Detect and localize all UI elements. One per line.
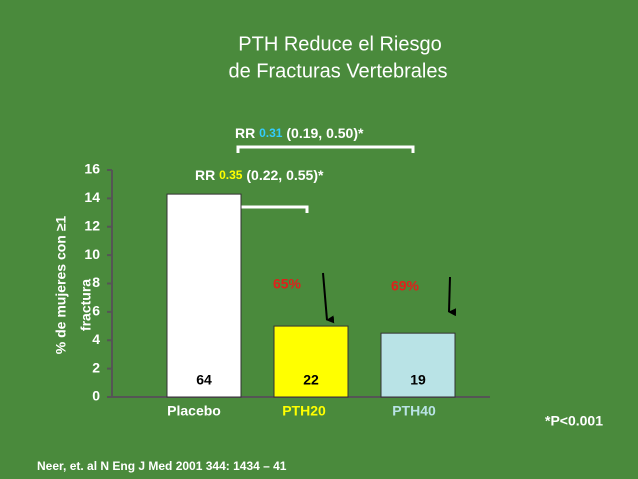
chart-title: de Fracturas Vertebrales xyxy=(229,60,448,82)
source: Neer, et. al N Eng J Med 2001 344: 1434 … xyxy=(37,459,287,473)
y-axis-label-line: % de mujeres con ≥1 xyxy=(53,216,69,355)
arrow xyxy=(448,276,457,317)
comparison: RR 0.31 (0.19, 0.50)* xyxy=(235,125,364,141)
y-tick-label: 16 xyxy=(84,161,100,177)
x-tick-label: PTH20 xyxy=(282,403,326,419)
y-axis-label-line: fractura xyxy=(78,279,94,331)
y-tick-label: 4 xyxy=(92,331,100,347)
count-label: 22 xyxy=(303,372,319,388)
y-tick-label: 8 xyxy=(92,274,100,290)
footnote: *P<0.001 xyxy=(545,413,603,429)
comparison: RR 0.35 (0.22, 0.55)* xyxy=(195,167,324,183)
y-tick-label: 6 xyxy=(92,303,100,319)
arrow xyxy=(322,272,335,324)
y-tick-label: 2 xyxy=(92,359,100,375)
bar xyxy=(380,332,456,398)
y-tick-label: 14 xyxy=(84,189,100,205)
y-axis-label: % de mujeres con ≥1 fractura xyxy=(53,216,94,355)
count-label: 64 xyxy=(196,372,212,388)
chart-title: PTH Reduce el Riesgo xyxy=(238,33,441,55)
x-tick-label: PTH40 xyxy=(392,403,436,419)
plot-area: 0 2 4 6 8 10 12 14 16 64 Placebo 22 PTH20 19 PTH40 xyxy=(84,161,490,419)
bar xyxy=(166,193,242,398)
x-tick-label: Placebo xyxy=(167,403,221,419)
reduction-label: 69% xyxy=(391,278,420,294)
bracket xyxy=(236,145,415,153)
reduction-label: 65% xyxy=(273,276,302,292)
y-tick-label: 10 xyxy=(84,246,100,262)
bar xyxy=(273,325,349,398)
count-label: 19 xyxy=(410,372,426,388)
y-tick-label: 12 xyxy=(84,217,100,233)
y-tick-label: 0 xyxy=(92,388,100,404)
